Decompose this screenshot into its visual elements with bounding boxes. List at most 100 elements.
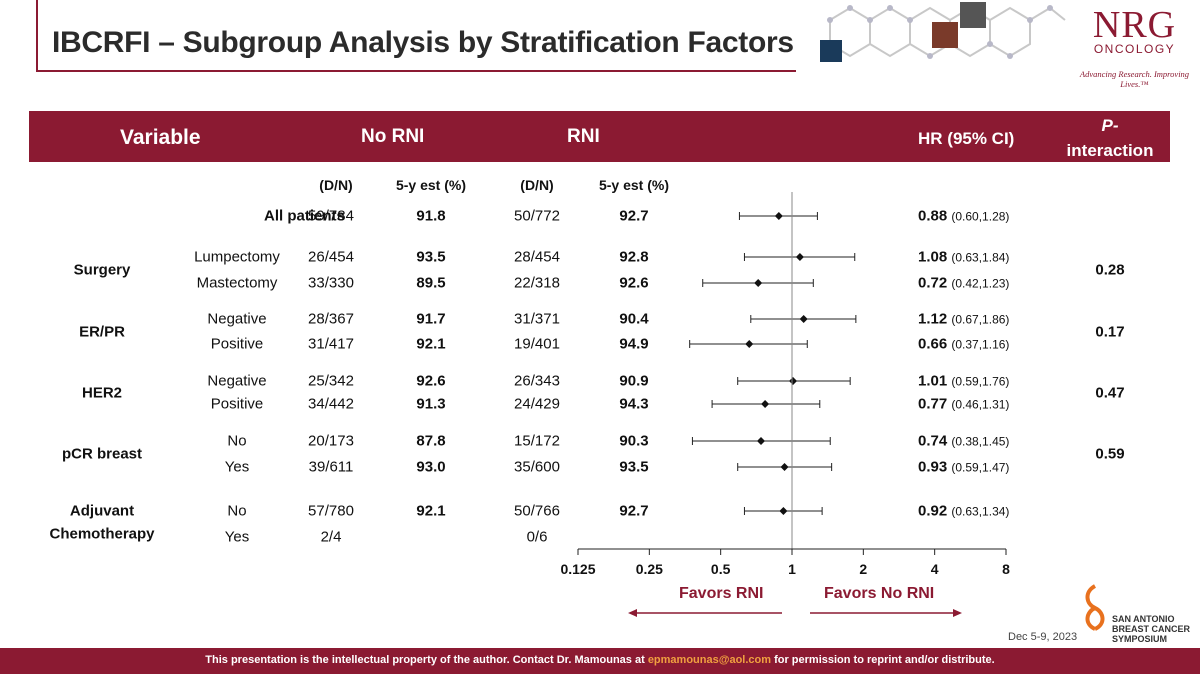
- logo-tagline: Advancing Research. Improving Lives.™: [1079, 69, 1190, 89]
- subheader-dn-rni: (D/N): [520, 177, 554, 193]
- rni-est: 94.3: [619, 395, 649, 413]
- no-rni-dn: 39/611: [308, 458, 354, 476]
- no-rni-dn: 25/342: [308, 372, 354, 390]
- hr-value: 0.77: [918, 395, 948, 413]
- hr-point: [795, 253, 804, 261]
- footer-email-link[interactable]: epmamounas@aol.com: [647, 654, 772, 666]
- ci-value: (0.37,1.16): [951, 337, 1010, 352]
- nrg-oncology-logo: NRG ONCOLOGY Advancing Research. Improvi…: [1072, 6, 1197, 89]
- hr-ci-value: 0.74 (0.38,1.45): [918, 433, 1009, 450]
- slide-title: IBCRFI – Subgroup Analysis by Stratifica…: [52, 26, 794, 59]
- hr-ci-value: 0.92 (0.63,1.34): [918, 503, 1009, 520]
- row-label: Negative: [207, 372, 267, 390]
- no-rni-dn: 28/367: [308, 310, 354, 328]
- no-rni-dn: 33/330: [308, 274, 354, 292]
- row-label: Yes: [224, 528, 250, 546]
- x-tick-label: 0.5: [711, 561, 731, 577]
- hr-ci-value: 0.66 (0.37,1.16): [918, 336, 1009, 353]
- footer-bar: [0, 648, 1200, 674]
- p-interaction: 0.47: [1095, 384, 1125, 401]
- rni-dn: 24/429: [514, 395, 560, 413]
- hr-value: 0.92: [918, 502, 948, 520]
- ci-value: (0.59,1.76): [951, 374, 1010, 389]
- hr-ci-value: 0.93 (0.59,1.47): [918, 459, 1009, 476]
- no-rni-est: 92.1: [416, 502, 446, 520]
- row-label: Negative: [207, 310, 267, 328]
- x-tick-label: 1: [788, 561, 796, 577]
- rni-est: 94.9: [619, 335, 649, 353]
- no-rni-dn: 2/4: [320, 528, 342, 546]
- sabcs-line1: SAN ANTONIO: [1112, 614, 1175, 624]
- hr-point: [754, 279, 763, 287]
- header-p-line1: P-: [1101, 116, 1119, 135]
- ci-value: (0.63,1.34): [951, 504, 1010, 519]
- no-rni-dn: 57/780: [308, 502, 354, 520]
- hr-value: 1.12: [918, 310, 948, 328]
- hr-ci-value: 0.72 (0.42,1.23): [918, 275, 1009, 292]
- table-header-bar: [29, 111, 1170, 162]
- no-rni-dn: 26/454: [308, 248, 354, 266]
- hr-value: 0.66: [918, 335, 948, 353]
- no-rni-est: 93.5: [416, 248, 446, 266]
- hr-point: [779, 507, 788, 515]
- no-rni-est: 87.8: [416, 432, 446, 450]
- row-label: Lumpectomy: [194, 248, 280, 266]
- ci-value: (0.67,1.86): [951, 312, 1010, 327]
- x-tick-label: 8: [1002, 561, 1010, 577]
- hr-value: 0.74: [918, 432, 948, 450]
- subheader-dn-no-rni: (D/N): [319, 177, 353, 193]
- header-hr: HR (95% CI): [918, 129, 1015, 148]
- header-no-rni: No RNI: [361, 126, 425, 147]
- hr-point: [780, 463, 789, 471]
- group-label-adjuvant: Adjuvant: [69, 502, 135, 520]
- hr-ci-value: 1.01 (0.59,1.76): [918, 373, 1009, 390]
- no-rni-est: 91.7: [416, 310, 446, 328]
- row-label: All patients: [264, 207, 345, 225]
- hr-point: [799, 315, 808, 323]
- p-interaction: 0.59: [1095, 445, 1125, 463]
- x-tick-label: 0.25: [636, 561, 663, 577]
- hr-value: 0.88: [918, 207, 948, 225]
- no-rni-dn: 34/442: [308, 395, 354, 413]
- hr-value: 0.72: [918, 274, 948, 292]
- rni-dn: 50/772: [514, 207, 560, 225]
- row-label: Mastectomy: [196, 274, 278, 292]
- row-label: Positive: [210, 335, 264, 353]
- hr-ci-value: 0.77 (0.46,1.31): [918, 396, 1009, 413]
- row-label: No: [227, 432, 247, 450]
- rni-est: 93.5: [619, 458, 649, 476]
- ci-value: (0.42,1.23): [951, 276, 1010, 291]
- hr-point: [757, 437, 766, 445]
- hr-ci-value: 0.88 (0.60,1.28): [918, 208, 1009, 225]
- hr-point: [761, 400, 770, 408]
- rni-est: 90.4: [619, 310, 649, 328]
- favors-no-rni-arrowhead: [953, 609, 962, 617]
- rni-dn: 0/6: [526, 528, 548, 546]
- title-left-rule: [36, 0, 38, 72]
- hr-point: [774, 212, 783, 220]
- footer-text-before: This presentation is the intellectual pr…: [205, 654, 648, 666]
- no-rni-dn: 59/784: [308, 207, 354, 225]
- ci-value: (0.60,1.28): [951, 209, 1010, 224]
- logo-brand: NRG: [1092, 4, 1177, 46]
- sabcs-logo-text: SAN ANTONIO BREAST CANCER SYMPOSIUM: [1112, 614, 1190, 644]
- rni-dn: 22/318: [514, 274, 560, 292]
- favors-no-rni-label: Favors No RNI: [824, 585, 935, 602]
- rni-est: 90.9: [619, 372, 649, 390]
- logo-sub: ONCOLOGY: [1093, 42, 1176, 56]
- x-tick-label: 4: [931, 561, 939, 577]
- hr-value: 1.08: [918, 248, 948, 266]
- footer-text: This presentation is the intellectual pr…: [0, 654, 1200, 666]
- rni-dn: 35/600: [514, 458, 560, 476]
- subheader-est-no-rni: 5-y est (%): [395, 177, 467, 193]
- no-rni-est: 92.1: [416, 335, 446, 353]
- x-tick-label: 0.125: [560, 561, 595, 577]
- title-underline: [36, 70, 796, 72]
- header-p-line2: interaction: [1066, 141, 1154, 160]
- hr-value: 1.01: [918, 372, 948, 390]
- ci-value: (0.63,1.84): [951, 250, 1010, 265]
- sabcs-line2: BREAST CANCER: [1112, 624, 1191, 634]
- no-rni-dn: 20/173: [308, 432, 354, 450]
- no-rni-est: 93.0: [416, 458, 446, 476]
